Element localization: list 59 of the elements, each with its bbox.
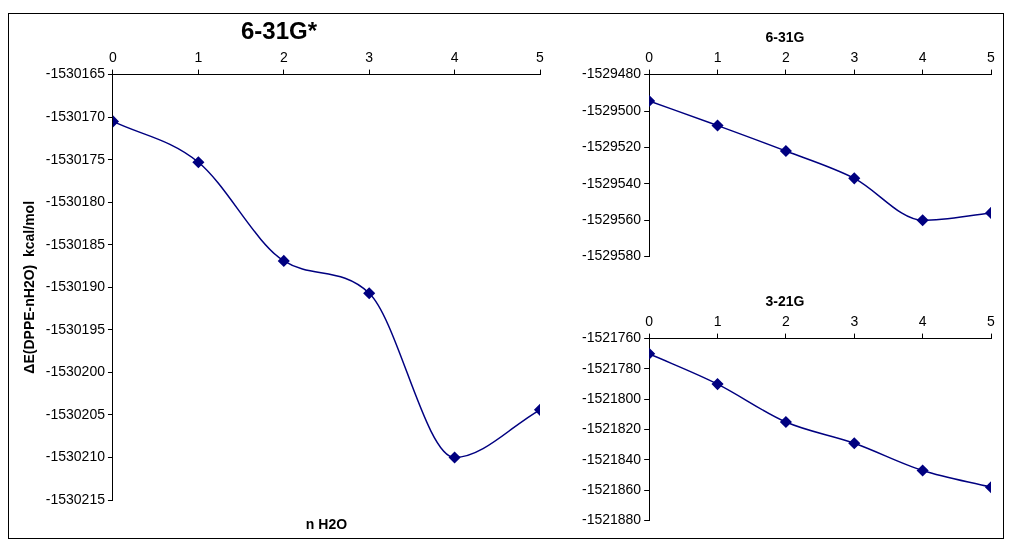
point xyxy=(916,214,929,226)
x-tick-label: 4 xyxy=(918,49,927,66)
point xyxy=(278,255,290,267)
point xyxy=(848,437,861,449)
point xyxy=(192,156,205,168)
y-tick-label: -1530215 xyxy=(45,490,106,507)
x-tick-label: 0 xyxy=(109,49,118,66)
x-tick-label: 0 xyxy=(645,313,654,330)
x-tick-label: 4 xyxy=(450,49,459,66)
y-tick-label: -1521760 xyxy=(581,329,642,346)
y-tick-label: -1521780 xyxy=(581,359,642,376)
point xyxy=(711,378,724,390)
y-tick-label: -1530195 xyxy=(45,320,106,337)
y-tick-label: -1530165 xyxy=(45,65,106,82)
y-tick-label: -1530210 xyxy=(45,448,106,465)
x-tick-label: 1 xyxy=(713,313,722,330)
y-tick-label: -1521800 xyxy=(581,390,642,407)
y-tick-label: -1530200 xyxy=(45,363,106,380)
point xyxy=(780,416,792,428)
y-axis-title: ΔE(DPPE-nH2O) kcal/mol xyxy=(21,200,38,374)
x-tick-label: 3 xyxy=(850,49,859,66)
y-tick-label: -1529540 xyxy=(581,174,642,191)
point xyxy=(711,119,724,132)
y-tick-label: -1521860 xyxy=(581,481,642,498)
x-tick-label: 5 xyxy=(987,49,996,66)
x-tick-label: 2 xyxy=(279,49,288,66)
y-tick-label: -1521880 xyxy=(581,511,642,528)
y-tick-label: -1530205 xyxy=(45,405,106,422)
y-tick-label: -1529580 xyxy=(581,247,642,264)
x-tick-label: 1 xyxy=(713,49,722,66)
y-tick-label: -1530190 xyxy=(45,278,106,295)
y-tick-label: -1529480 xyxy=(581,65,642,82)
y-tick-label: -1529500 xyxy=(581,101,642,118)
y-tick-label: -1530170 xyxy=(45,108,106,124)
y-tick-label: -1530175 xyxy=(45,150,106,167)
point xyxy=(848,172,861,185)
chart-title: 6-31G* xyxy=(240,17,318,45)
x-tick-label: 4 xyxy=(918,313,927,330)
y-tick-label: -1530180 xyxy=(45,193,106,210)
point xyxy=(780,145,792,157)
point xyxy=(916,464,929,477)
y-tick-label: -1521840 xyxy=(581,450,642,467)
x-tick-label: 3 xyxy=(850,313,859,330)
chart-title: 3-21G xyxy=(765,293,805,310)
x-tick-label: 5 xyxy=(536,49,545,66)
y-tick-label: -1530185 xyxy=(45,235,106,252)
point xyxy=(448,451,461,464)
x-tick-label: 3 xyxy=(365,49,374,66)
x-tick-label: 0 xyxy=(645,49,654,66)
x-tick-label: 2 xyxy=(782,313,790,330)
x-tick-label: 2 xyxy=(782,49,790,66)
x-axis-title: n H2O xyxy=(305,515,348,532)
x-tick-label: 5 xyxy=(987,313,996,330)
x-tick-label: 1 xyxy=(194,49,203,66)
point xyxy=(363,287,375,300)
y-tick-label: -1521820 xyxy=(581,420,642,437)
y-tick-label: -1529560 xyxy=(581,211,642,228)
y-tick-label: -1529520 xyxy=(581,138,642,155)
chart-title: 6-31G xyxy=(765,29,805,46)
